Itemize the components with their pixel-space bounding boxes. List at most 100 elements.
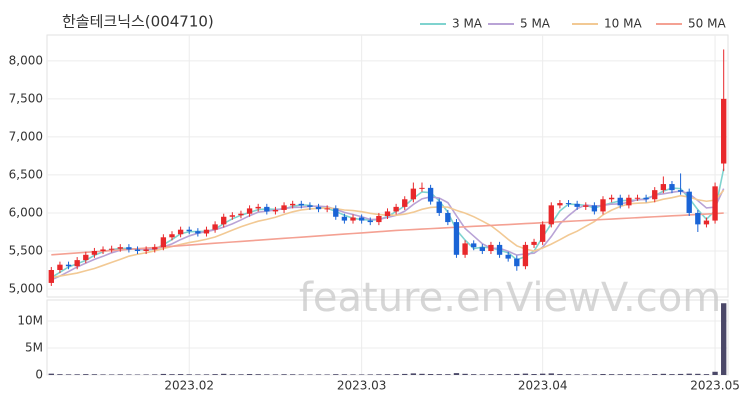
volume-bar bbox=[212, 374, 218, 375]
candle-body bbox=[203, 229, 210, 234]
x-tick-label: 2023.05 bbox=[690, 379, 740, 393]
y-tick-label: 5M bbox=[25, 341, 43, 355]
candle-body bbox=[350, 217, 356, 221]
candle-body bbox=[152, 247, 158, 250]
candle-body bbox=[333, 208, 339, 217]
candle-body bbox=[91, 250, 98, 255]
volume-bar bbox=[548, 373, 554, 375]
candle-body bbox=[74, 260, 80, 267]
volume-bar bbox=[169, 374, 175, 375]
candle-body bbox=[522, 244, 529, 267]
candle-body bbox=[669, 184, 675, 191]
volume-bar bbox=[695, 373, 701, 375]
volume-bar bbox=[591, 374, 598, 375]
legend-label: 50 MA bbox=[688, 17, 726, 31]
y-tick-label: 8,000 bbox=[9, 53, 43, 67]
candle-body bbox=[583, 205, 589, 207]
candle-body bbox=[427, 187, 434, 202]
volume-bar bbox=[367, 374, 373, 375]
volume-bar bbox=[298, 374, 304, 375]
volume-bar bbox=[48, 373, 54, 375]
volume-bar bbox=[531, 374, 537, 375]
volume-bar bbox=[453, 373, 460, 375]
candle-body bbox=[445, 212, 451, 223]
candle-body bbox=[453, 222, 460, 255]
candle-body bbox=[195, 231, 201, 234]
chart-title: 한솔테크닉스(004710) bbox=[62, 13, 214, 31]
y-tick-label: 7,500 bbox=[9, 91, 43, 105]
candle-body bbox=[341, 216, 348, 221]
candle-body bbox=[557, 203, 563, 206]
volume-bar bbox=[272, 374, 279, 375]
candle-body bbox=[643, 197, 649, 200]
volume-bar bbox=[307, 374, 313, 375]
volume-bar bbox=[703, 374, 710, 375]
candle-body bbox=[402, 199, 408, 207]
candle-body bbox=[634, 197, 641, 199]
y-tick-label: 5,500 bbox=[9, 243, 43, 257]
candle-body bbox=[212, 224, 218, 230]
watermark: feature.enViewV.com bbox=[299, 275, 721, 321]
volume-bar bbox=[341, 374, 348, 375]
volume-bar bbox=[419, 373, 425, 375]
candle-body bbox=[471, 243, 477, 248]
y-tick-label: 0 bbox=[35, 368, 43, 382]
candle-body bbox=[686, 191, 692, 213]
volume-bar bbox=[324, 374, 330, 375]
candle-body bbox=[617, 197, 623, 206]
volume-bar bbox=[333, 374, 339, 375]
volume-bar bbox=[514, 373, 520, 375]
legend-label: 10 MA bbox=[604, 17, 642, 31]
volume-bar bbox=[238, 374, 244, 375]
candle-body bbox=[436, 201, 442, 213]
candle-body bbox=[108, 248, 115, 250]
volume-bar bbox=[652, 374, 658, 375]
candle-body bbox=[652, 190, 658, 200]
volume-bar bbox=[315, 374, 322, 375]
candle-body bbox=[83, 254, 89, 261]
volume-bar bbox=[358, 374, 365, 375]
candle-body bbox=[608, 197, 615, 200]
candle-body bbox=[548, 205, 554, 225]
candle-body bbox=[117, 247, 123, 249]
volume-bar bbox=[91, 374, 98, 375]
volume-bar bbox=[229, 374, 236, 375]
candle-body bbox=[660, 184, 667, 191]
y-tick-label: 7,000 bbox=[9, 129, 43, 143]
volume-bar bbox=[246, 374, 253, 375]
volume-bar bbox=[221, 373, 227, 375]
candle-body bbox=[565, 203, 572, 205]
volume-bar bbox=[660, 373, 667, 375]
candle-body bbox=[591, 205, 598, 212]
candle-body bbox=[539, 224, 546, 242]
volume-bar bbox=[565, 374, 572, 375]
volume-bar bbox=[496, 374, 503, 375]
candle-body bbox=[281, 205, 287, 210]
x-tick-label: 2023.03 bbox=[337, 379, 387, 393]
volume-bar bbox=[126, 374, 132, 375]
volume-bar bbox=[65, 374, 72, 375]
y-tick-label: 5,000 bbox=[9, 282, 43, 296]
candle-body bbox=[246, 208, 253, 214]
candle-body bbox=[65, 264, 72, 267]
candle-body bbox=[298, 203, 304, 206]
candle-body bbox=[531, 241, 537, 245]
volume-bar bbox=[479, 374, 485, 375]
volume-bar bbox=[574, 374, 580, 375]
candle-body bbox=[626, 197, 632, 206]
y-tick-label: 6,500 bbox=[9, 167, 43, 181]
candle-body bbox=[479, 247, 485, 251]
candle-body bbox=[514, 258, 520, 267]
candle-body bbox=[272, 209, 279, 212]
volume-bar bbox=[393, 374, 399, 375]
candle-body bbox=[229, 215, 236, 217]
volume-bar bbox=[384, 374, 391, 375]
candle-body bbox=[307, 205, 313, 207]
candle-body bbox=[712, 186, 718, 221]
volume-bar bbox=[281, 374, 287, 375]
legend-label: 3 MA bbox=[452, 17, 483, 31]
candle-body bbox=[57, 264, 63, 271]
candle-body bbox=[160, 237, 167, 248]
volume-bar bbox=[505, 374, 511, 375]
